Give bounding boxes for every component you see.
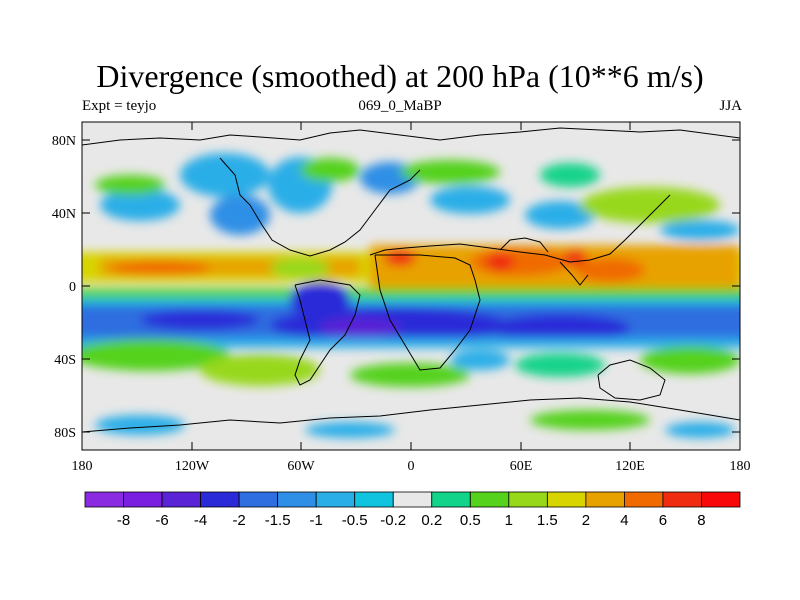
colorbar-box xyxy=(238,491,279,508)
sp-cell xyxy=(530,410,650,430)
colorbar-label: -6 xyxy=(155,512,168,529)
colorbar-label: -1 xyxy=(310,512,323,529)
colorbar-label: -0.2 xyxy=(380,512,406,529)
colorbar-label: 8 xyxy=(697,512,705,529)
nh-cell xyxy=(525,201,595,229)
asia-divergence-core xyxy=(486,253,514,271)
lat-tick-label: 80N xyxy=(52,134,76,149)
sh-pos-cell xyxy=(200,354,320,386)
colorbar-label: 1 xyxy=(505,512,513,529)
colorbar-box xyxy=(585,491,625,508)
sh-pos-cell xyxy=(82,339,230,371)
colorbar-box xyxy=(277,491,317,508)
nh-cell xyxy=(100,189,180,221)
india-coast xyxy=(559,261,589,286)
colorbar-box xyxy=(624,491,664,508)
lat-tick-label: 40S xyxy=(54,353,76,368)
asia-divergence xyxy=(575,258,645,282)
sh-convergence-edge xyxy=(82,338,740,348)
colorbar-box xyxy=(392,491,433,508)
map-title: Divergence (smoothed) at 200 hPa (10**6 … xyxy=(96,58,704,94)
sh-convergence-core xyxy=(140,310,260,330)
africa xyxy=(374,254,481,371)
sh-neg-cell xyxy=(450,350,510,370)
australia xyxy=(597,359,666,401)
arabia-coast xyxy=(499,237,549,253)
colorbar-label: 0.2 xyxy=(421,512,442,529)
sh-pos-cell xyxy=(640,346,740,374)
colorbar-box xyxy=(354,491,394,508)
colorbar-box xyxy=(662,491,702,508)
lon-tick-label: 180 xyxy=(730,459,751,474)
colorbar-label: 2 xyxy=(582,512,590,529)
sp-cell xyxy=(665,422,735,438)
season-label: JJA xyxy=(719,98,742,114)
nh-cell xyxy=(180,153,270,197)
lon-tick-label: 180 xyxy=(72,459,93,474)
asia-divergence-core xyxy=(384,250,416,266)
lat-tick-label: 80S xyxy=(54,426,76,441)
lat-tick-label: 40N xyxy=(52,207,76,222)
sp-cell xyxy=(305,422,395,438)
lon-tick-label: 60W xyxy=(287,459,315,474)
sp-cell xyxy=(95,415,185,435)
colorbar-box xyxy=(84,491,124,508)
nh-pos-cell xyxy=(300,158,360,182)
colorbar-box xyxy=(546,491,587,508)
colorbar-box xyxy=(123,491,163,508)
nh-cell xyxy=(660,220,740,240)
sh-convergence-core xyxy=(290,282,350,318)
colorbar-box xyxy=(315,491,356,508)
arctic-coast xyxy=(82,127,740,146)
colorbar-label: 4 xyxy=(620,512,628,529)
lon-tick-label: 0 xyxy=(408,459,415,474)
nh-pos-cell xyxy=(400,160,500,184)
colorbar-box xyxy=(701,491,741,508)
period-label: 069_0_MaBP xyxy=(358,98,442,114)
colorbar-label: 0.5 xyxy=(460,512,481,529)
sh-convergence-core xyxy=(320,318,400,338)
south-america xyxy=(294,279,361,386)
colorbar-box xyxy=(508,491,548,508)
sh-pos-cell xyxy=(350,363,470,387)
sh-convergence-edge xyxy=(82,298,740,304)
colorbar-label: -0.5 xyxy=(342,512,368,529)
sh-pos-cell xyxy=(515,353,605,377)
lon-tick-label: 120E xyxy=(615,459,645,474)
sh-convergence-core xyxy=(490,314,630,342)
colorbar-label: -8 xyxy=(117,512,130,529)
lon-tick-label: 120W xyxy=(175,459,210,474)
colorbar-label: -2 xyxy=(232,512,245,529)
contour-field xyxy=(82,122,740,450)
colorbar-box xyxy=(200,491,240,508)
colorbar-label: 6 xyxy=(659,512,667,529)
nh-pos-cell xyxy=(580,187,720,223)
colorbar-label: -1.5 xyxy=(265,512,291,529)
tropical-band xyxy=(270,258,330,278)
axis-ticks xyxy=(81,122,741,450)
colorbar-label: -4 xyxy=(194,512,207,529)
coastlines xyxy=(82,127,740,433)
colorbar-label: 1.5 xyxy=(537,512,558,529)
antarctic-coast xyxy=(82,397,740,433)
equator-strip xyxy=(82,288,740,298)
nh-cell xyxy=(430,186,510,214)
experiment-label: Expt = teyjo xyxy=(82,98,157,114)
tropical-band xyxy=(110,260,210,276)
nh-pos-cell xyxy=(95,175,165,195)
north-america-coast xyxy=(219,157,421,257)
lon-tick-label: 60E xyxy=(510,459,533,474)
eurasia-south-coast xyxy=(369,194,671,263)
lat-tick-label: 0 xyxy=(69,280,76,295)
colorbar-box xyxy=(469,491,510,508)
nh-cell xyxy=(210,195,270,235)
colorbar-box xyxy=(431,491,471,508)
colorbar-box xyxy=(161,491,201,508)
nh-pos-cell xyxy=(540,163,600,187)
